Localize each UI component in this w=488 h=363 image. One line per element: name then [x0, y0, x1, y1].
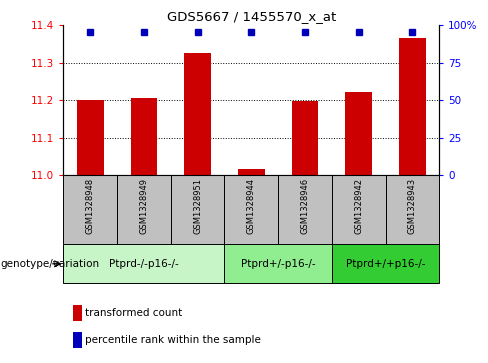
Text: Ptprd+/+p16-/-: Ptprd+/+p16-/-	[346, 259, 425, 269]
Text: transformed count: transformed count	[85, 308, 183, 318]
Bar	[63, 175, 117, 245]
Bar	[131, 98, 157, 175]
Bar	[224, 245, 332, 283]
Bar	[224, 175, 278, 245]
Bar	[77, 100, 103, 175]
Bar	[346, 92, 372, 175]
Bar	[332, 245, 439, 283]
Text: GSM1328944: GSM1328944	[247, 178, 256, 234]
Bar	[184, 53, 211, 175]
Text: GSM1328946: GSM1328946	[301, 178, 309, 234]
Bar	[332, 175, 386, 245]
Text: Ptprd+/-p16-/-: Ptprd+/-p16-/-	[241, 259, 315, 269]
Bar	[292, 101, 318, 175]
Bar	[117, 175, 171, 245]
Text: percentile rank within the sample: percentile rank within the sample	[85, 335, 261, 346]
Text: GSM1328943: GSM1328943	[408, 178, 417, 234]
Bar	[399, 38, 426, 175]
Title: GDS5667 / 1455570_x_at: GDS5667 / 1455570_x_at	[167, 10, 336, 23]
Text: GSM1328951: GSM1328951	[193, 178, 202, 234]
Bar	[386, 175, 439, 245]
Bar	[238, 169, 264, 175]
Text: GSM1328942: GSM1328942	[354, 178, 363, 234]
Bar	[63, 245, 224, 283]
Text: Ptprd-/-p16-/-: Ptprd-/-p16-/-	[109, 259, 179, 269]
Bar	[171, 175, 224, 245]
Text: genotype/variation: genotype/variation	[0, 259, 100, 269]
Bar	[278, 175, 332, 245]
Text: GSM1328948: GSM1328948	[86, 178, 95, 234]
Text: GSM1328949: GSM1328949	[140, 178, 148, 234]
